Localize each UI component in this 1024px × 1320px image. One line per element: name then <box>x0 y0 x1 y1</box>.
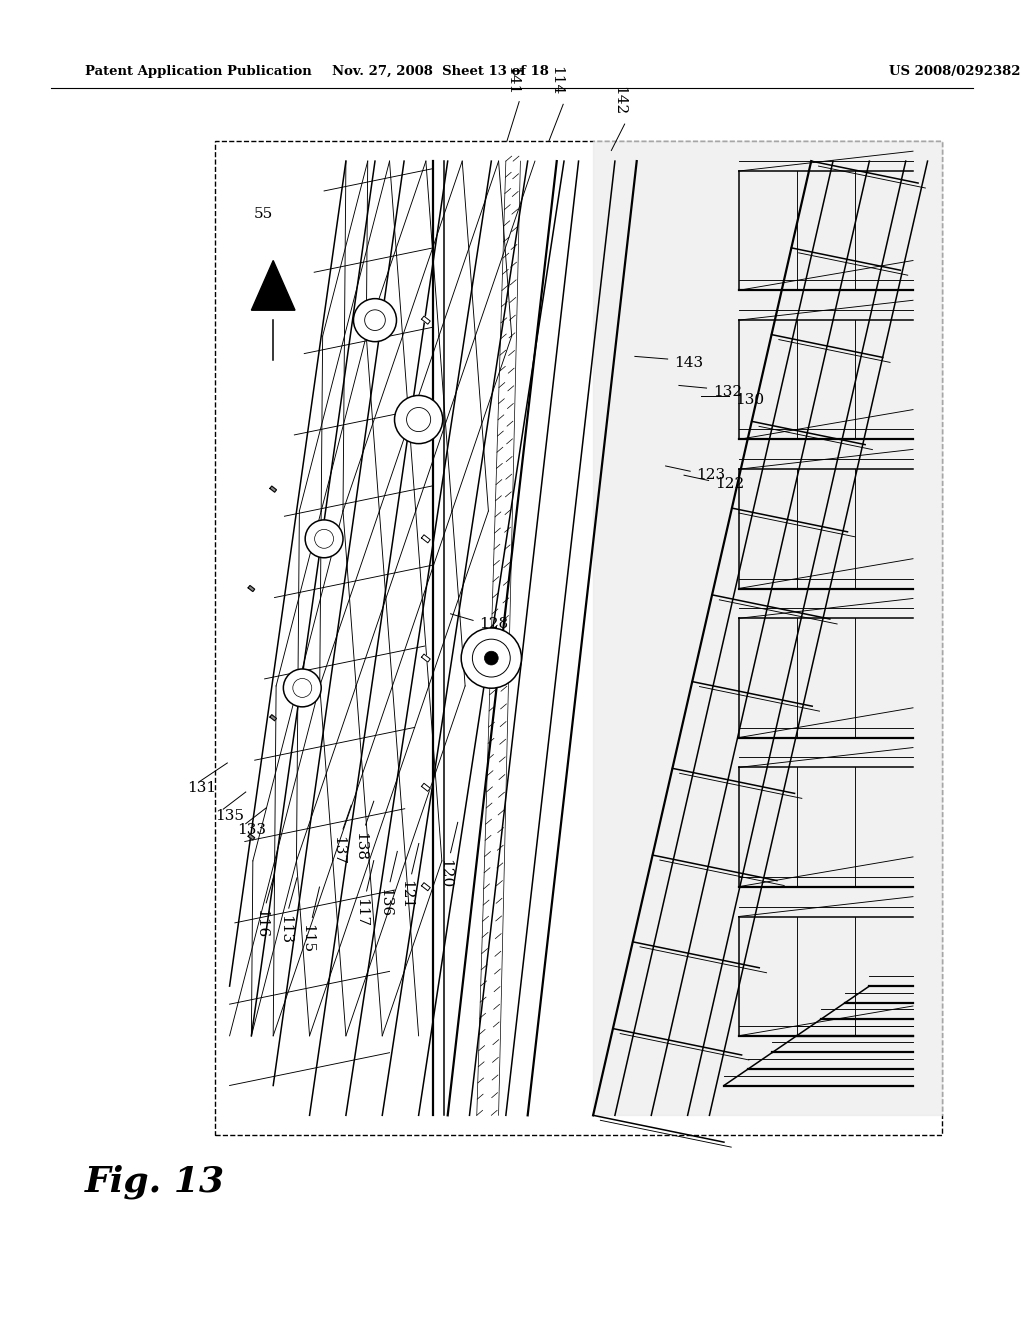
Text: 121: 121 <box>399 880 414 909</box>
Text: Patent Application Publication: Patent Application Publication <box>85 65 311 78</box>
Text: 133: 133 <box>238 824 266 837</box>
Text: 141: 141 <box>505 66 519 95</box>
Polygon shape <box>252 260 295 310</box>
Text: 131: 131 <box>187 781 216 795</box>
Polygon shape <box>422 315 430 325</box>
Circle shape <box>305 520 343 558</box>
Circle shape <box>394 396 442 444</box>
Polygon shape <box>248 586 255 591</box>
Text: 143: 143 <box>674 356 702 370</box>
Circle shape <box>407 408 431 432</box>
Text: 123: 123 <box>696 469 725 482</box>
Text: 116: 116 <box>254 909 268 939</box>
Circle shape <box>293 678 311 697</box>
Text: 113: 113 <box>278 915 292 944</box>
Text: 138: 138 <box>353 832 368 861</box>
Text: 114: 114 <box>549 66 563 95</box>
Text: 132: 132 <box>713 385 741 399</box>
Circle shape <box>484 651 499 665</box>
Bar <box>215 141 942 1135</box>
Text: Fig. 13: Fig. 13 <box>85 1164 225 1199</box>
Text: 135: 135 <box>215 809 244 822</box>
Text: Nov. 27, 2008  Sheet 13 of 18: Nov. 27, 2008 Sheet 13 of 18 <box>332 65 549 78</box>
Polygon shape <box>422 416 430 424</box>
Circle shape <box>461 628 521 688</box>
Polygon shape <box>422 783 430 792</box>
Polygon shape <box>422 655 430 663</box>
Circle shape <box>472 639 510 677</box>
Circle shape <box>353 298 396 342</box>
Polygon shape <box>248 834 255 840</box>
Polygon shape <box>270 486 276 492</box>
Text: 122: 122 <box>715 478 744 491</box>
Polygon shape <box>422 535 430 543</box>
Text: 120: 120 <box>438 859 453 888</box>
Text: 55: 55 <box>254 207 273 220</box>
Text: 142: 142 <box>612 86 627 115</box>
Text: 137: 137 <box>331 836 345 865</box>
Text: US 2008/0292382 A1: US 2008/0292382 A1 <box>889 65 1024 78</box>
Text: 130: 130 <box>735 393 764 407</box>
Text: 128: 128 <box>479 618 508 631</box>
Text: 115: 115 <box>300 924 314 953</box>
Polygon shape <box>270 714 276 721</box>
Circle shape <box>365 310 385 330</box>
Circle shape <box>314 529 334 548</box>
Circle shape <box>284 669 322 706</box>
Polygon shape <box>593 141 942 1115</box>
Text: 117: 117 <box>354 898 369 927</box>
Text: 136: 136 <box>378 888 392 917</box>
Polygon shape <box>422 883 430 891</box>
